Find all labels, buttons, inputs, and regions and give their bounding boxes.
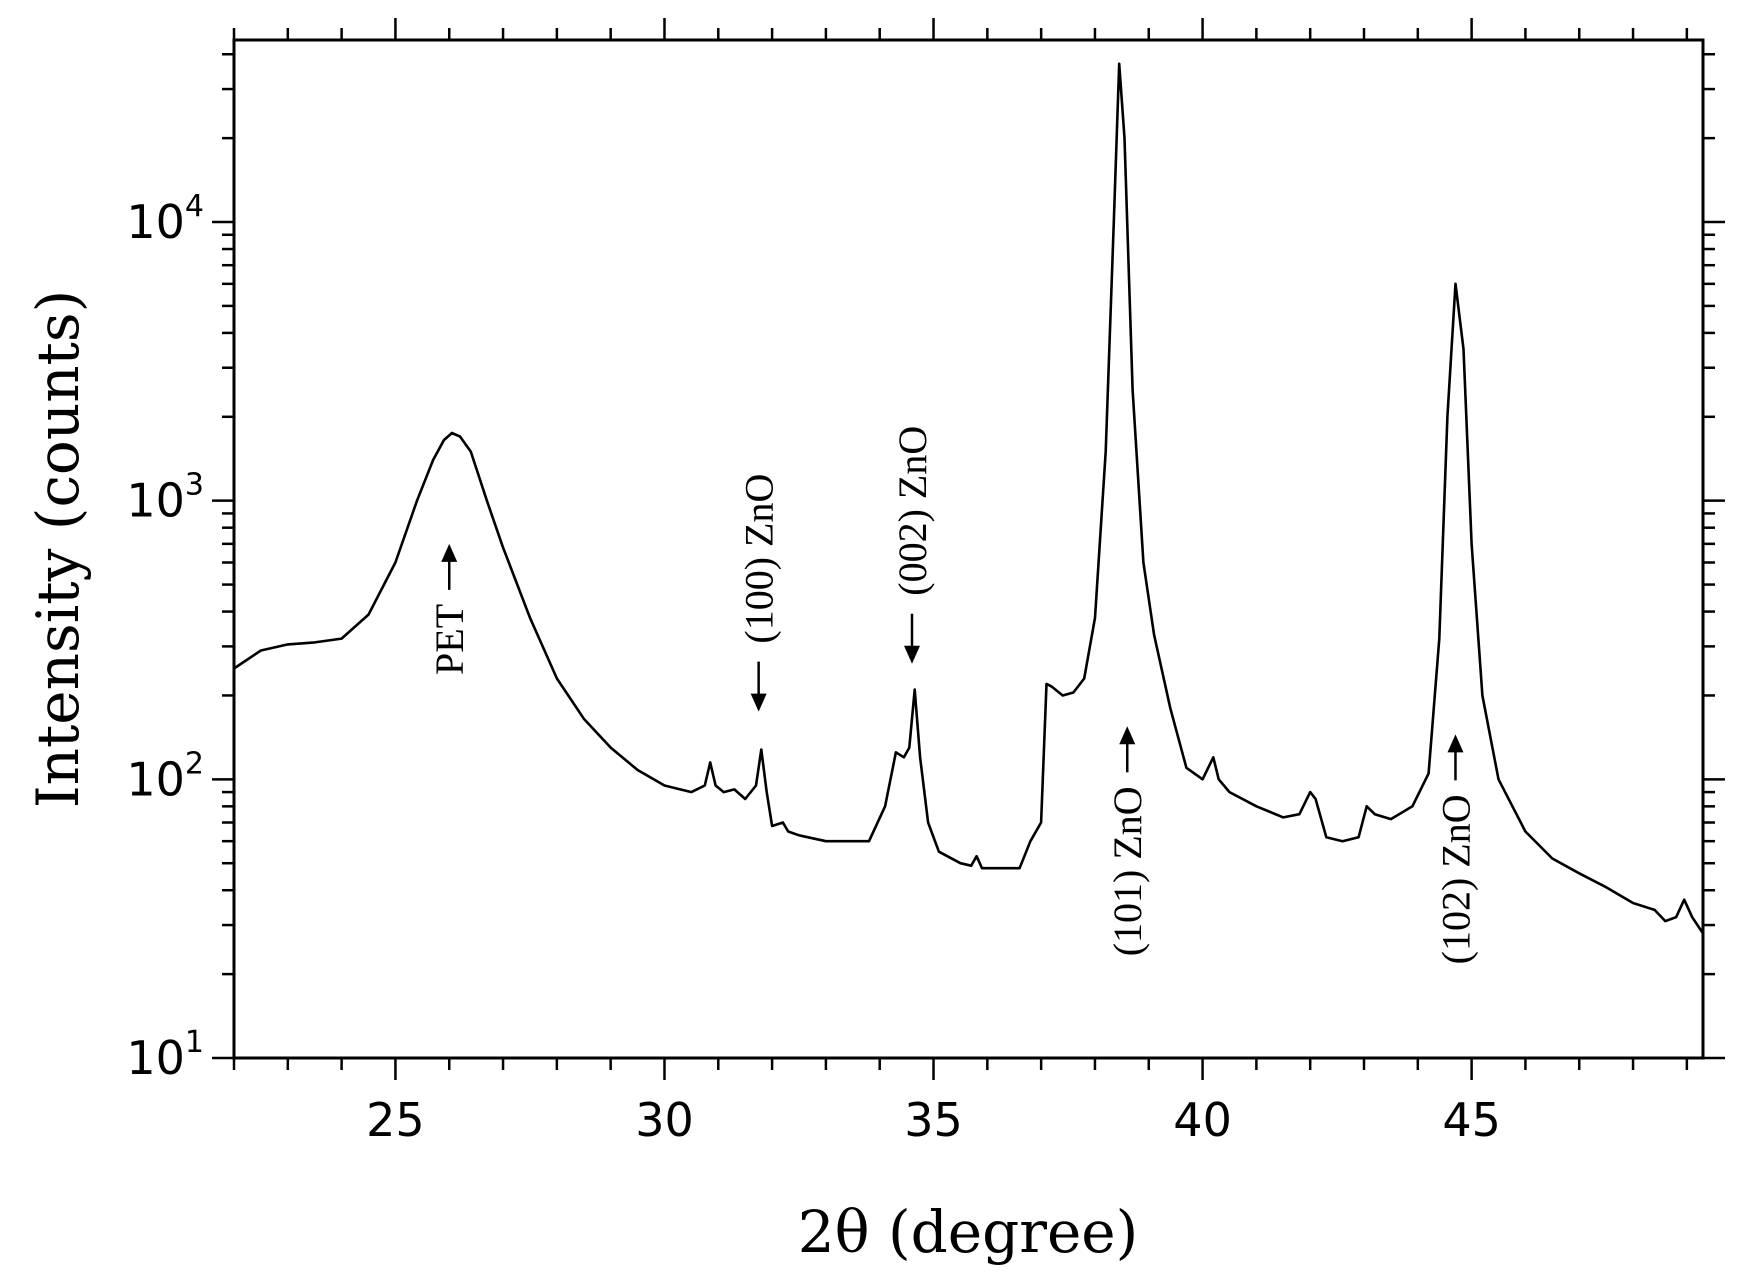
annotation-label: (100) ZnO — [737, 474, 782, 644]
annotation-arrowhead — [1119, 726, 1136, 745]
annotation-label: (002) ZnO — [890, 426, 935, 596]
annotation-label: (102) ZnO — [1433, 794, 1478, 964]
peak-annotation: (102) ZnO — [1433, 734, 1478, 964]
peak-annotation: (002) ZnO — [890, 426, 935, 664]
y-tick-label: 103 — [126, 468, 204, 528]
x-axis-title: 2θ (degree) — [798, 1198, 1138, 1266]
xrd-series-line — [233, 62, 1705, 935]
y-tick-label: 101 — [126, 1025, 204, 1085]
axes-frame — [232, 38, 1705, 1060]
series-group — [233, 62, 1705, 935]
annotation-arrowhead — [904, 645, 920, 664]
annotation-label: (101) ZnO — [1105, 786, 1150, 956]
x-tick-label: 45 — [1442, 1093, 1501, 1147]
annotation-label: PET — [427, 604, 472, 675]
y-axis-title: Intensity (counts) — [24, 290, 92, 809]
annotation-arrowhead — [750, 693, 767, 712]
plot-frame — [232, 38, 1705, 1060]
ticks — [212, 18, 1725, 1080]
peak-annotation: (100) ZnO — [737, 474, 782, 712]
tick-labels: 25 30 35 40 45 101 102 103 104 — [126, 189, 1501, 1147]
peak-annotation: (101) ZnO — [1105, 726, 1150, 956]
x-tick-label: 30 — [635, 1093, 694, 1147]
annotation-arrowhead — [441, 543, 458, 562]
y-tick-label: 102 — [126, 746, 204, 806]
x-tick-label: 35 — [904, 1093, 963, 1147]
annotations: PET (100) ZnO (002) ZnO (101) ZnO (102) ZnO — [427, 426, 1478, 965]
peak-annotation: PET — [427, 543, 472, 675]
y-tick-label: 104 — [126, 189, 204, 249]
x-tick-label: 25 — [366, 1093, 425, 1147]
x-tick-label: 40 — [1173, 1093, 1232, 1147]
annotation-arrowhead — [1447, 734, 1464, 753]
